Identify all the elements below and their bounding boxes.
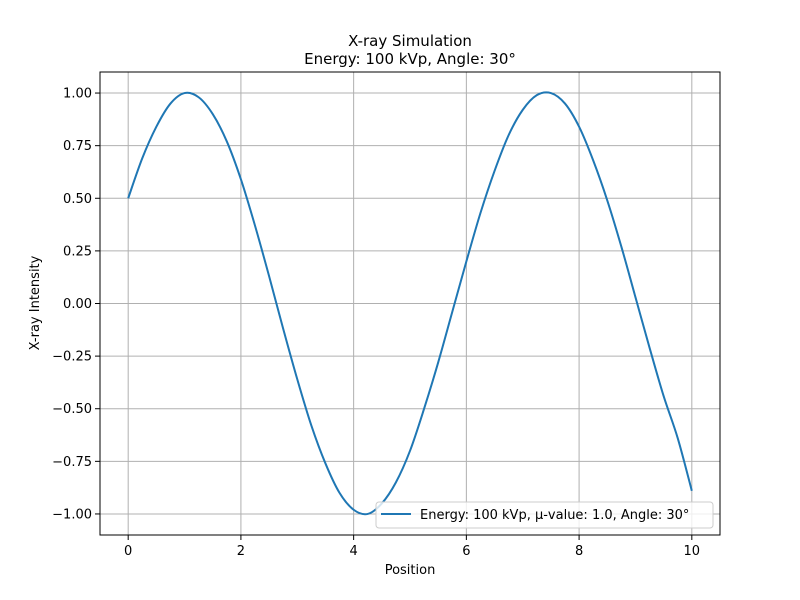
y-tick-label: −1.00 bbox=[52, 507, 92, 522]
legend-box bbox=[375, 501, 714, 529]
y-tick-label: −0.50 bbox=[52, 402, 92, 417]
x-tick-label: 0 bbox=[124, 544, 132, 559]
y-tick-label: −0.25 bbox=[52, 350, 92, 365]
legend-entry-label: Energy: 100 kVp, μ-value: 1.0, Angle: 30… bbox=[420, 508, 689, 523]
axis-ticks: 0 2 4 6 8 10 −1.00 −0.75 −0.50 −0.25 0.00 0.25 0.50 0… bbox=[52, 87, 700, 559]
chart-title: X-ray Simulation bbox=[348, 32, 472, 50]
x-tick-label: 6 bbox=[462, 544, 470, 559]
series-layer bbox=[127, 91, 693, 516]
series-line bbox=[127, 91, 693, 516]
y-tick-label: 1.00 bbox=[63, 87, 92, 102]
x-tick-label: 10 bbox=[684, 544, 701, 559]
y-tick-label: 0.50 bbox=[63, 192, 92, 207]
y-tick-label: −0.75 bbox=[52, 455, 92, 470]
legend: Energy: 100 kVp, μ-value: 1.0, Angle: 30… bbox=[375, 501, 714, 529]
y-axis-label: X-ray Intensity bbox=[28, 255, 43, 350]
grid bbox=[100, 72, 720, 535]
x-tick-label: 8 bbox=[575, 544, 583, 559]
y-tick-label: 0.75 bbox=[63, 139, 92, 154]
chart-subtitle: Energy: 100 kVp, Angle: 30° bbox=[304, 50, 516, 68]
x-tick-label: 2 bbox=[237, 544, 245, 559]
y-tick-label: 0.00 bbox=[63, 297, 92, 312]
x-tick-label: 4 bbox=[349, 544, 357, 559]
x-axis-label: Position bbox=[385, 563, 436, 578]
plot-area-frame bbox=[99, 71, 721, 536]
y-tick-label: 0.25 bbox=[63, 244, 92, 259]
